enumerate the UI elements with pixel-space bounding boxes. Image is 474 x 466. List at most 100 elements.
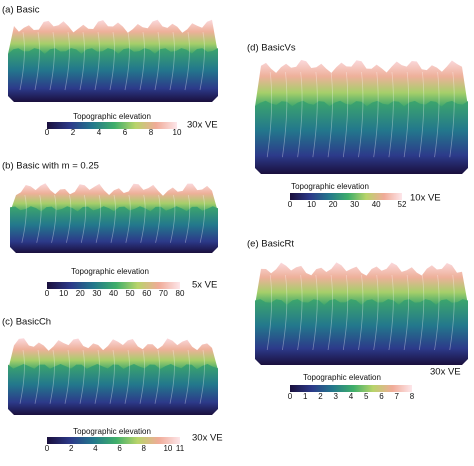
ridge xyxy=(34,31,40,91)
colorbar xyxy=(47,282,180,289)
ridge xyxy=(184,194,191,243)
colorbar-tick-label: 8 xyxy=(142,444,147,453)
colorbar-title: Topographic elevation xyxy=(303,373,381,382)
ridge xyxy=(19,349,25,404)
colorbar-tick-label: 4 xyxy=(349,392,354,401)
ridge xyxy=(49,31,55,91)
ridge xyxy=(64,31,70,91)
colorbar-tick-label: 20 xyxy=(329,200,338,209)
terrain-front xyxy=(255,299,468,365)
ridge xyxy=(80,194,87,243)
ridge xyxy=(21,194,27,243)
colorbar-tick-label: 30 xyxy=(92,289,101,298)
ridge xyxy=(199,349,205,404)
terrain-top xyxy=(8,19,218,54)
ridge xyxy=(124,349,130,404)
colorbar-tick-label: 4 xyxy=(93,444,98,453)
colorbar-tick-label: 2 xyxy=(69,444,74,453)
colorbar-tick-label: 80 xyxy=(176,289,185,298)
colorbar-tick-label: 6 xyxy=(117,444,122,453)
ridge xyxy=(388,71,394,158)
ridge xyxy=(449,274,455,351)
ridge xyxy=(34,349,40,404)
colorbar-tick-label: 10 xyxy=(163,444,172,453)
colorbar-tick-label: 52 xyxy=(398,200,407,209)
ridge xyxy=(418,71,425,158)
ridge xyxy=(373,274,379,351)
ridge xyxy=(184,31,190,91)
colorbar-tick-label: 0 xyxy=(288,392,293,401)
terrain-front xyxy=(8,48,218,102)
ridge xyxy=(155,194,161,243)
ridge xyxy=(95,194,101,243)
ridge xyxy=(418,274,425,351)
ridge xyxy=(199,194,205,243)
colorbar-tick-label: 2 xyxy=(318,392,323,401)
terrain-top xyxy=(255,262,468,305)
panel-label: (d) BasicVs xyxy=(247,43,296,54)
ridge xyxy=(140,194,146,243)
ridge xyxy=(79,349,85,404)
ridge xyxy=(312,274,318,351)
ridge xyxy=(358,274,364,351)
ridge xyxy=(403,71,409,158)
colorbar-tick-label: 11 xyxy=(176,444,185,453)
ridge xyxy=(312,71,318,158)
ridge xyxy=(66,194,72,243)
colorbar-title: Topographic elevation xyxy=(291,182,369,191)
colorbar-tick-label: 70 xyxy=(159,289,168,298)
ridge xyxy=(94,349,100,404)
ve-label: 10x VE xyxy=(410,193,441,204)
colorbar-tick-label: 10 xyxy=(173,128,182,137)
ridge xyxy=(49,349,55,404)
ve-label: 30x VE xyxy=(430,367,461,378)
colorbar-tick-label: 60 xyxy=(142,289,151,298)
ridge xyxy=(282,71,288,158)
ridge xyxy=(342,274,349,351)
ridge xyxy=(36,194,42,243)
colorbar-tick-label: 2 xyxy=(71,128,76,137)
colorbar-tick-label: 0 xyxy=(45,444,50,453)
ridge xyxy=(169,349,175,404)
ridge xyxy=(342,71,349,158)
ridge xyxy=(358,71,364,158)
colorbar xyxy=(47,437,180,444)
ridge xyxy=(139,349,145,404)
colorbar-tick-label: 40 xyxy=(109,289,118,298)
colorbar-title: Topographic elevation xyxy=(71,267,149,276)
colorbar-tick-label: 3 xyxy=(334,392,339,401)
terrain-top xyxy=(255,59,468,107)
panel-label: (b) Basic with m = 0.25 xyxy=(2,161,99,172)
colorbar-tick-label: 1 xyxy=(303,392,308,401)
ridge xyxy=(94,31,100,91)
colorbar-tick-label: 8 xyxy=(410,392,415,401)
ve-label: 30x VE xyxy=(187,120,218,131)
ridge xyxy=(139,31,145,91)
ridge xyxy=(297,71,303,158)
ridge xyxy=(266,71,273,158)
colorbar-tick-label: 50 xyxy=(126,289,135,298)
colorbar-tick-label: 20 xyxy=(76,289,85,298)
ridge xyxy=(199,31,205,91)
terrain-front xyxy=(10,206,218,253)
colorbar-tick-label: 10 xyxy=(59,289,68,298)
ridge xyxy=(109,31,115,91)
ridge xyxy=(170,194,176,243)
ridge xyxy=(373,71,379,158)
ridge xyxy=(64,349,70,404)
ridge xyxy=(184,349,190,404)
ridge xyxy=(154,349,160,404)
ridge xyxy=(51,194,57,243)
colorbar-tick-label: 0 xyxy=(288,200,293,209)
terrain-front xyxy=(255,100,468,174)
ridge xyxy=(327,71,333,158)
colorbar-tick-label: 0 xyxy=(45,128,50,137)
terrain-top xyxy=(8,338,218,370)
ridge xyxy=(449,71,455,158)
panel-label: (c) BasicCh xyxy=(2,317,51,328)
colorbar xyxy=(290,193,402,200)
colorbar-tick-label: 5 xyxy=(364,392,369,401)
ridge xyxy=(297,274,303,351)
ridge xyxy=(282,274,288,351)
